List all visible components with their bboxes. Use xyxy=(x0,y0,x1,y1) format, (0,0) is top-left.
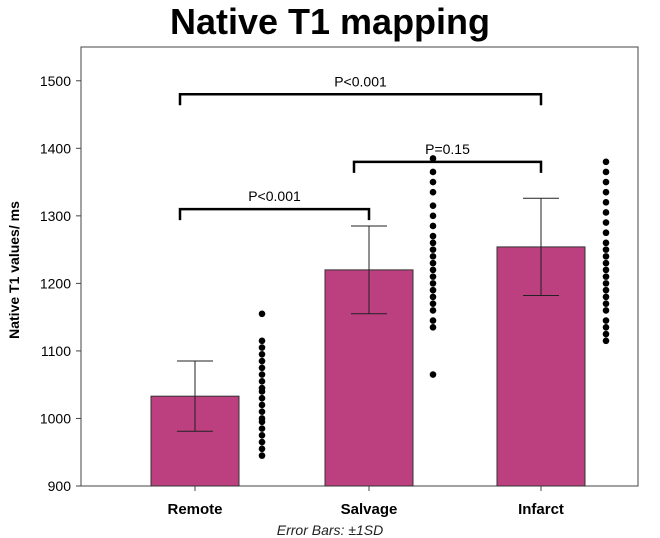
data-point xyxy=(602,317,610,324)
y-tick-label: 1200 xyxy=(40,275,71,291)
chart-title: Native T1 mapping xyxy=(169,1,491,42)
y-tick-label: 1300 xyxy=(40,208,71,224)
data-point xyxy=(258,344,266,351)
x-tick-label: Infarct xyxy=(518,501,564,518)
data-point xyxy=(258,425,266,432)
data-point xyxy=(258,415,266,422)
data-point xyxy=(258,371,266,378)
data-point xyxy=(602,293,610,301)
data-point xyxy=(258,337,266,345)
data-point xyxy=(258,310,266,318)
data-point xyxy=(602,300,610,307)
p-value-label: P=0.15 xyxy=(425,141,470,157)
data-point xyxy=(429,259,437,267)
data-point xyxy=(258,378,266,385)
y-tick-label: 1000 xyxy=(40,410,71,426)
data-point xyxy=(602,266,610,274)
data-point xyxy=(429,212,437,220)
data-point xyxy=(602,280,610,287)
data-point xyxy=(429,280,437,287)
y-tick-label: 1500 xyxy=(40,73,71,89)
data-point xyxy=(258,364,266,372)
data-point xyxy=(258,357,266,365)
data-point xyxy=(429,188,437,196)
data-point xyxy=(429,222,437,230)
data-point xyxy=(429,168,437,176)
significance-bracket xyxy=(178,93,543,106)
data-point xyxy=(602,253,610,260)
data-point xyxy=(602,259,610,267)
data-point xyxy=(258,408,266,416)
data-point xyxy=(429,323,437,331)
data-point xyxy=(258,438,266,446)
data-point xyxy=(429,286,437,294)
data-point xyxy=(602,168,610,176)
data-point xyxy=(429,307,437,314)
data-point xyxy=(258,351,266,358)
data-point xyxy=(602,158,610,166)
error-bars-footnote: Error Bars: ±1SD xyxy=(276,522,384,538)
data-point xyxy=(429,293,437,301)
data-point xyxy=(602,229,610,237)
data-point xyxy=(602,209,610,216)
significance-bracket xyxy=(352,160,543,173)
data-point xyxy=(258,445,266,453)
data-point xyxy=(258,432,266,439)
y-tick-label: 900 xyxy=(48,478,72,494)
data-point xyxy=(429,300,437,307)
significance-bracket xyxy=(178,207,371,221)
data-point xyxy=(602,188,610,196)
data-point xyxy=(429,317,437,324)
data-point xyxy=(429,266,437,274)
data-point xyxy=(429,232,437,240)
data-point xyxy=(429,253,437,260)
data-point xyxy=(602,246,610,253)
data-point xyxy=(602,337,610,345)
data-point xyxy=(602,239,610,247)
data-point xyxy=(429,246,437,253)
data-point xyxy=(258,394,266,402)
p-value-label: P<0.001 xyxy=(248,188,301,204)
data-point xyxy=(429,202,437,210)
data-point xyxy=(429,155,437,162)
p-value-label: P<0.001 xyxy=(334,73,387,89)
data-point xyxy=(602,219,610,226)
data-point xyxy=(602,178,610,186)
data-point xyxy=(429,239,437,247)
data-point xyxy=(258,401,266,409)
data-point xyxy=(602,273,610,280)
x-tick-label: Salvage xyxy=(341,501,398,518)
data-point xyxy=(602,286,610,294)
data-point xyxy=(429,273,437,280)
data-point xyxy=(258,452,266,459)
y-tick-label: 1100 xyxy=(41,343,71,359)
x-tick-label: Remote xyxy=(167,501,222,518)
data-point xyxy=(602,323,610,331)
data-point xyxy=(429,371,437,378)
data-point xyxy=(429,178,437,186)
data-point xyxy=(602,307,610,314)
data-point xyxy=(258,384,266,392)
data-point xyxy=(602,199,610,206)
data-point xyxy=(602,330,610,338)
y-tick-label: 1400 xyxy=(40,140,71,156)
